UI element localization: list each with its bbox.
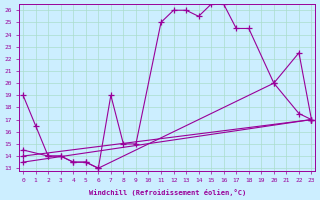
X-axis label: Windchill (Refroidissement éolien,°C): Windchill (Refroidissement éolien,°C) (89, 189, 246, 196)
